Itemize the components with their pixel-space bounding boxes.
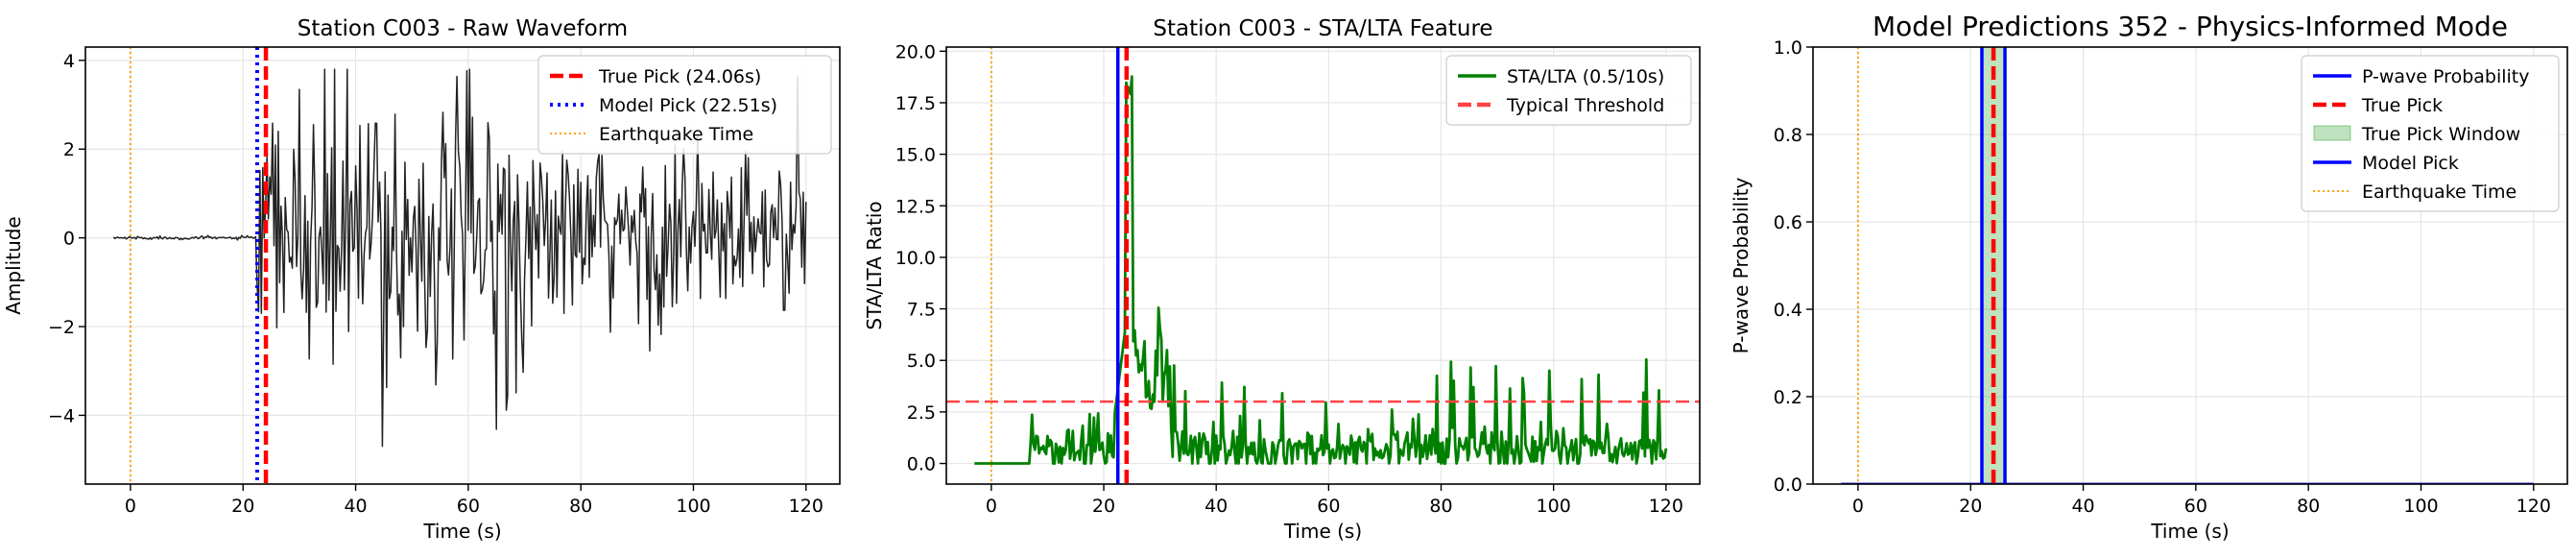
y-tick-label: 20.0 xyxy=(895,41,936,62)
y-tick-label: −4 xyxy=(48,405,75,426)
y-tick-label: 2 xyxy=(63,139,75,160)
y-tick-label: 10.0 xyxy=(895,248,936,269)
x-tick-label: 60 xyxy=(457,496,480,517)
axes-frame xyxy=(945,46,1701,485)
legend-entry: Earthquake Time xyxy=(2313,182,2516,203)
chart-panel-1: 0 20 40 60 80 100 120 −4 −2 0 2 4 Station C003 - Raw… xyxy=(2,16,841,543)
x-tick-label: 40 xyxy=(1205,496,1228,517)
legend: True Pick (24.06s) Model Pick (22.51s) Ear… xyxy=(537,55,832,155)
x-tick-label: 40 xyxy=(344,496,367,517)
x-tick-label: 100 xyxy=(2403,496,2438,517)
legend-box xyxy=(1445,55,1692,126)
x-tick-label: 20 xyxy=(231,496,254,517)
y-tick-label: 1.0 xyxy=(1774,37,1802,59)
legend-box xyxy=(2301,55,2560,212)
y-tick-label: 0.0 xyxy=(1774,474,1802,496)
x-tick-label: 0 xyxy=(1852,496,1864,517)
legend-entry: True Pick Window xyxy=(2313,124,2520,145)
chart-title: Station C003 - STA/LTA Feature xyxy=(1153,16,1492,41)
x-axis-label: Time (s) xyxy=(1283,520,1362,543)
legend-label: Model Pick (22.51s) xyxy=(599,95,777,116)
legend-label: Earthquake Time xyxy=(2362,182,2516,203)
legend-entry: True Pick xyxy=(2313,95,2443,116)
legend-label: Model Pick xyxy=(2362,153,2459,174)
x-tick-label: 60 xyxy=(2184,496,2207,517)
y-tick-label: 12.5 xyxy=(895,196,936,217)
x-tick-label: 0 xyxy=(986,496,997,517)
x-tick-label: 120 xyxy=(1649,496,1683,517)
x-tick-label: 40 xyxy=(2071,496,2094,517)
y-tick-label: −2 xyxy=(48,317,75,338)
y-tick-label: 0 xyxy=(63,229,75,250)
y-axis-label: Amplitude xyxy=(2,216,25,315)
x-axis-label: Time (s) xyxy=(2150,520,2229,543)
y-axis-label: P-wave Probability xyxy=(1729,178,1753,354)
x-tick-label: 20 xyxy=(1092,496,1115,517)
plot-area xyxy=(112,47,807,484)
y-tick-label: 4 xyxy=(63,51,75,72)
y-tick-label: 0.2 xyxy=(1774,387,1802,408)
y-tick-label: 5.0 xyxy=(907,351,936,372)
x-tick-label: 80 xyxy=(2297,496,2320,517)
y-axis-label: STA/LTA Ratio xyxy=(863,201,886,329)
plot-area xyxy=(946,47,1700,484)
legend-entry: Typical Threshold xyxy=(1458,95,1664,116)
chart-panel-3: 0 20 40 60 80 100 120 0.0 0.2 0.4 0.6 0.8 1.0 Model P… xyxy=(1729,11,2568,543)
axes-frame xyxy=(84,46,841,485)
legend-label: Earthquake Time xyxy=(599,124,753,145)
x-tick-label: 20 xyxy=(1959,496,1982,517)
legend-label: Typical Threshold xyxy=(1506,95,1664,116)
x-tick-label: 120 xyxy=(2516,496,2551,517)
axes-frame xyxy=(1812,46,2568,485)
y-tick-label: 17.5 xyxy=(895,93,936,114)
legend-label: STA/LTA (0.5/10s) xyxy=(1507,66,1664,87)
x-tick-label: 0 xyxy=(125,496,136,517)
legend-swatch xyxy=(2313,125,2351,141)
x-tick-label: 80 xyxy=(569,496,592,517)
legend-entry: STA/LTA (0.5/10s) xyxy=(1458,66,1664,87)
plot-area xyxy=(1841,47,2534,484)
y-tick-label: 2.5 xyxy=(907,402,936,424)
legend: P-wave Probability True Pick True Pick Win… xyxy=(2301,55,2560,212)
x-tick-label: 100 xyxy=(676,496,710,517)
legend: STA/LTA (0.5/10s) Typical Threshold xyxy=(1445,55,1692,126)
legend-entry: P-wave Probability xyxy=(2313,66,2530,87)
legend-entry: Earthquake Time xyxy=(550,124,753,145)
x-axis-label: Time (s) xyxy=(422,520,501,543)
y-tick-label: 7.5 xyxy=(907,300,936,321)
legend-label: True Pick xyxy=(2361,95,2443,116)
legend-entry: True Pick (24.06s) xyxy=(550,66,761,87)
x-tick-label: 100 xyxy=(1537,496,1571,517)
legend-entry: Model Pick (22.51s) xyxy=(550,95,777,116)
y-tick-label: 0.4 xyxy=(1774,300,1802,321)
y-tick-label: 0.6 xyxy=(1774,212,1802,233)
chart-panel-2: 0 20 40 60 80 100 120 0.0 2.5 5.0 7.5 10.0 12.5 15.0 1… xyxy=(863,16,1701,543)
x-tick-label: 60 xyxy=(1317,496,1340,517)
x-tick-label: 80 xyxy=(1429,496,1452,517)
legend-box xyxy=(537,55,832,155)
legend-entry: Model Pick xyxy=(2313,153,2459,174)
chart-title: Model Predictions 352 - Physics-Informed… xyxy=(1872,11,2508,42)
y-tick-label: 0.8 xyxy=(1774,125,1802,146)
x-tick-label: 120 xyxy=(789,496,823,517)
series-line-1 xyxy=(974,75,1668,465)
y-tick-label: 0.0 xyxy=(907,454,936,475)
chart-title: Station C003 - Raw Waveform xyxy=(298,16,628,41)
y-tick-label: 15.0 xyxy=(895,145,936,166)
legend-label: P-wave Probability xyxy=(2362,66,2530,87)
legend-label: True Pick Window xyxy=(2361,124,2520,145)
series-line-1 xyxy=(112,68,807,448)
legend-label: True Pick (24.06s) xyxy=(598,66,761,87)
